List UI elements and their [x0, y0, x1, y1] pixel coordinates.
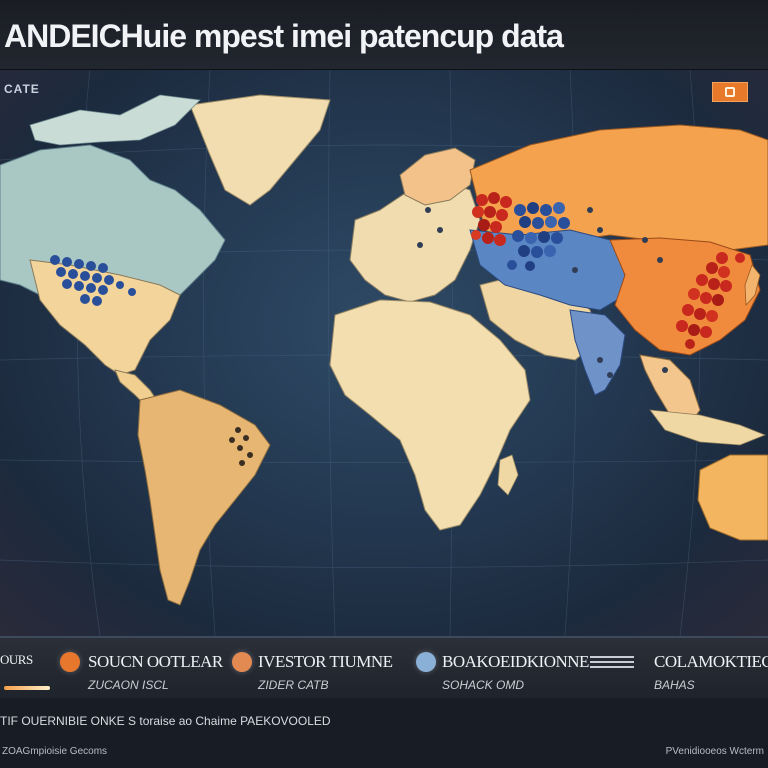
- arctic-islands: [29, 94, 201, 146]
- legend-line-icon: [4, 686, 50, 690]
- blue-circle-icon: [416, 652, 436, 672]
- scandinavia[interactable]: [399, 147, 476, 206]
- hotspot-cluster-north-america[interactable]: [50, 255, 136, 306]
- south-america[interactable]: [137, 389, 271, 606]
- map-layer-icon[interactable]: [712, 82, 748, 102]
- indonesia: [649, 409, 767, 446]
- footer: TIF OUERNIBIE ONKE S toraise ao Chaime P…: [0, 698, 768, 768]
- title-bar: ANDEICHuie mpest imei patencup data: [0, 0, 768, 70]
- hotspot-cluster-china[interactable]: [676, 252, 745, 349]
- legend-bar: OURS SOUCN OOTLEAR ZUCAON ISCL IVESTOR T…: [0, 636, 768, 698]
- australia[interactable]: [697, 454, 768, 541]
- hotspot-cluster-east-europe[interactable]: [471, 192, 512, 246]
- footer-caption: TIF OUERNIBIE ONKE S toraise ao Chaime P…: [0, 714, 331, 728]
- orange-circle-icon: [232, 652, 252, 672]
- orange-circle-icon: [60, 652, 80, 672]
- hotspot-cluster-central-asia[interactable]: [507, 202, 570, 271]
- footer-credit: PVenidiooeos Wcterm: [665, 746, 764, 757]
- world-map[interactable]: [0, 70, 768, 636]
- page-title: ANDEICHuie mpest imei patencup data: [4, 18, 564, 54]
- hotspot-cluster-south-america[interactable]: [229, 427, 253, 466]
- greenland[interactable]: [189, 94, 331, 206]
- madagascar: [497, 454, 519, 496]
- central-asia[interactable]: [469, 229, 631, 311]
- africa[interactable]: [329, 299, 531, 531]
- legend-edge-label: OURS: [0, 646, 50, 694]
- world-map-panel[interactable]: CATE: [0, 70, 768, 636]
- japan: [744, 264, 761, 306]
- stripes-icon: [590, 656, 634, 670]
- scattered-markers[interactable]: [417, 207, 668, 378]
- footer-source: ZOAGmpioisie Gecoms: [2, 746, 108, 757]
- map-corner-label: CATE: [4, 82, 40, 96]
- legend-item-3[interactable]: BOAKOEIDKIONNE SOHACK OMD: [414, 646, 589, 694]
- legend-item-4[interactable]: COLAMOKTIECT BAHAS: [590, 646, 768, 694]
- legend-item-2[interactable]: IVESTOR TIUMNE ZIDER CATB: [230, 646, 410, 694]
- legend-item-1[interactable]: SOUCN OOTLEAR ZUCAON ISCL: [58, 646, 228, 694]
